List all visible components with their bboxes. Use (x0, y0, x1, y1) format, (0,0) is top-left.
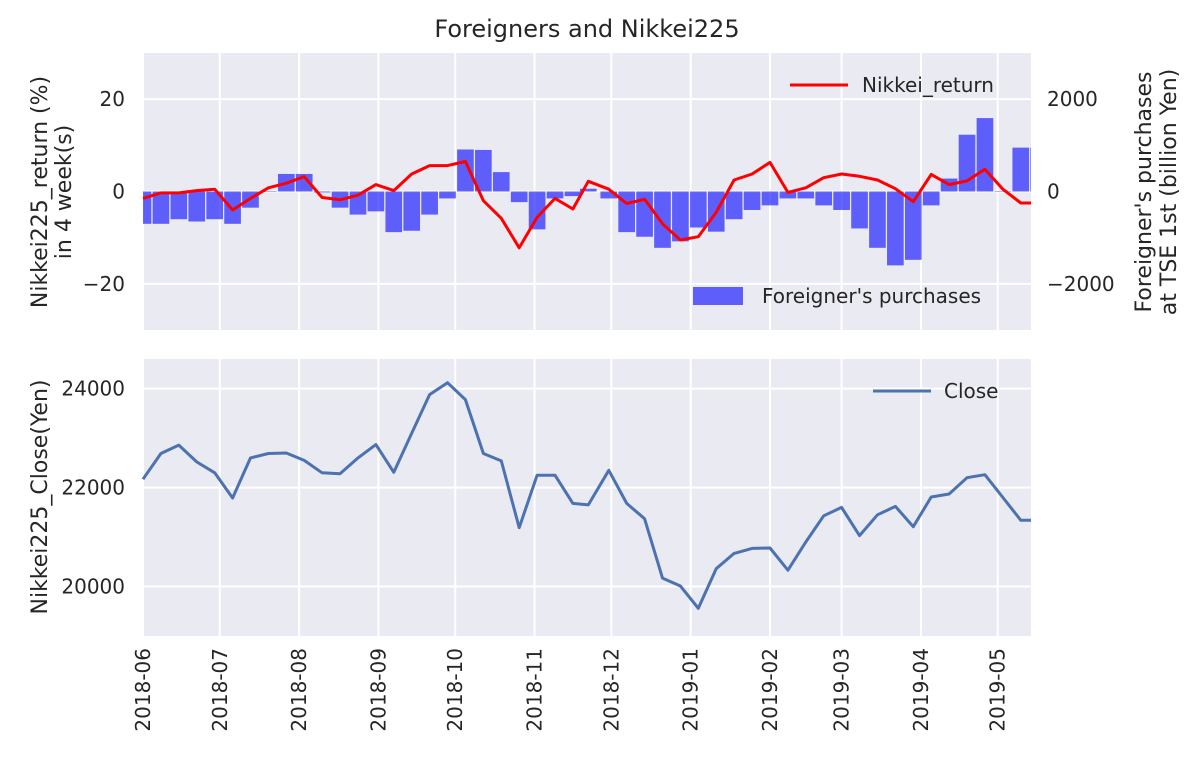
right-y-axis-label-line2: at TSE 1st (billion Yen) (1157, 69, 1182, 315)
foreigner-purchases-bar (206, 191, 223, 220)
x-tick-label: 2019-05 (986, 648, 1010, 732)
foreigner-purchases-bar (143, 191, 152, 224)
foreigner-purchases-bar (188, 191, 206, 222)
foreigner-purchases-bar (922, 191, 940, 206)
left-y-tick-label: 0 (112, 180, 125, 204)
foreigner-purchases-bar (224, 191, 241, 224)
x-tick-label: 2018-11 (523, 648, 547, 732)
foreigner-purchases-bar (367, 191, 385, 212)
bottom-x-gridlines (142, 359, 999, 636)
foreigner-purchases-bar (475, 149, 492, 192)
right-y-tick-label: −2000 (1047, 272, 1115, 296)
foreigner-purchases-bar (761, 191, 779, 206)
foreigner-purchases-bar (976, 118, 994, 192)
foreigner-purchases-bar (904, 191, 922, 260)
foreigner-purchases-bar (1012, 147, 1030, 192)
right-y-tick-label: 0 (1047, 180, 1060, 204)
foreigner-purchases-bar (492, 172, 510, 192)
foreigner-purchases-bar (654, 191, 671, 248)
foreigner-purchases-bar (833, 191, 850, 210)
foreigner-purchases-bar (564, 191, 582, 197)
x-tick-label: 2019-03 (830, 648, 854, 732)
x-tick-labels: 2018-06 2018-07 2018-08 2018-09 2018-10 2018-… (131, 648, 1010, 732)
foreigner-purchases-bar (421, 191, 438, 215)
x-tick-label: 2018-07 (208, 648, 232, 732)
foreigner-purchases-bar (510, 191, 528, 203)
foreigner-purchases-bar (689, 191, 707, 228)
x-tick-label: 2018-08 (287, 648, 311, 732)
foreigner-purchases-bar (851, 191, 868, 229)
foreigner-purchases-bar (385, 191, 403, 233)
foreigner-purchases-bar (528, 191, 546, 230)
bottom-y-tick-labels: 24000 22000 20000 (61, 377, 125, 599)
chart-title: Foreigners and Nikkei225 (434, 15, 739, 43)
foreigner-purchases-bar (313, 191, 331, 193)
foreigner-purchases-bar (815, 191, 833, 206)
foreigner-purchases-bar (600, 191, 618, 199)
foreigner-purchases-bar (403, 191, 421, 231)
nikkei-return-line (142, 160, 1031, 250)
legend-close-label: Close (944, 379, 998, 403)
right-y-axis-label-line1: Foreigner's purchases (1132, 72, 1157, 313)
foreigner-purchases-bar (743, 191, 761, 210)
foreigner-purchases-bar (887, 191, 904, 266)
foreigner-purchases-bar (457, 149, 474, 192)
foreigner-purchases-bar (797, 191, 815, 199)
top-panel: 20 0 −20 2000 0 −2000 Foreigners and Nikkei2… (28, 15, 1182, 330)
bottom-y-tick-label: 24000 (61, 377, 125, 401)
legend-foreigner-purchases-swatch (693, 287, 743, 305)
left-y-axis-label-line2: in 4 week(s) (52, 125, 77, 259)
foreigner-purchases-bar (439, 191, 456, 199)
foreigner-purchases-bar (579, 188, 597, 192)
foreigner-purchases-bar (672, 191, 689, 242)
foreigner-purchases-bar (546, 191, 564, 199)
legend-foreigner-purchases: Foreigner's purchases (693, 284, 981, 308)
legend-nikkei-return-label: Nikkei_return (862, 73, 994, 97)
x-tick-label: 2019-01 (679, 648, 703, 732)
x-tick-label: 2018-06 (131, 648, 155, 732)
x-tick-label: 2018-09 (366, 648, 390, 732)
x-tick-label: 2019-04 (909, 648, 933, 732)
foreigner-purchases-bar (994, 191, 1012, 192)
x-tick-label: 2018-12 (599, 648, 623, 732)
left-y-tick-label: −20 (83, 272, 125, 296)
left-y-tick-labels: 20 0 −20 (83, 87, 125, 296)
bottom-y-axis-label: Nikkei225_Close(Yen) (28, 380, 53, 615)
x-tick-label: 2018-10 (443, 648, 467, 732)
bottom-y-tick-label: 22000 (61, 476, 125, 500)
foreigner-purchases-bar (170, 191, 188, 220)
bottom-y-tick-label: 20000 (61, 575, 125, 599)
bottom-y-gridlines (143, 387, 1031, 588)
legend-close: Close (873, 379, 998, 403)
left-y-axis-label-line1: Nikkei225_return (%) (28, 76, 53, 308)
foreigner-purchases-bar (260, 191, 277, 192)
left-y-tick-label: 20 (100, 87, 125, 111)
foreigner-purchases-bar (152, 191, 170, 224)
right-y-tick-labels: 2000 0 −2000 (1047, 87, 1115, 296)
right-y-tick-label: 2000 (1047, 87, 1098, 111)
bottom-plot-area (143, 359, 1031, 636)
foreigner-purchases-bar (1030, 147, 1031, 192)
foreigner-purchases-bar (779, 191, 797, 199)
legend-foreigner-purchases-label: Foreigner's purchases (762, 284, 981, 308)
x-tick-label: 2019-02 (758, 648, 782, 732)
foreigner-purchases-bar (725, 191, 743, 220)
foreigner-purchases-bars (143, 118, 1031, 266)
foreigner-purchases-bar (869, 191, 886, 248)
legend-nikkei-return: Nikkei_return (790, 73, 994, 97)
close-price-line (141, 381, 1031, 610)
